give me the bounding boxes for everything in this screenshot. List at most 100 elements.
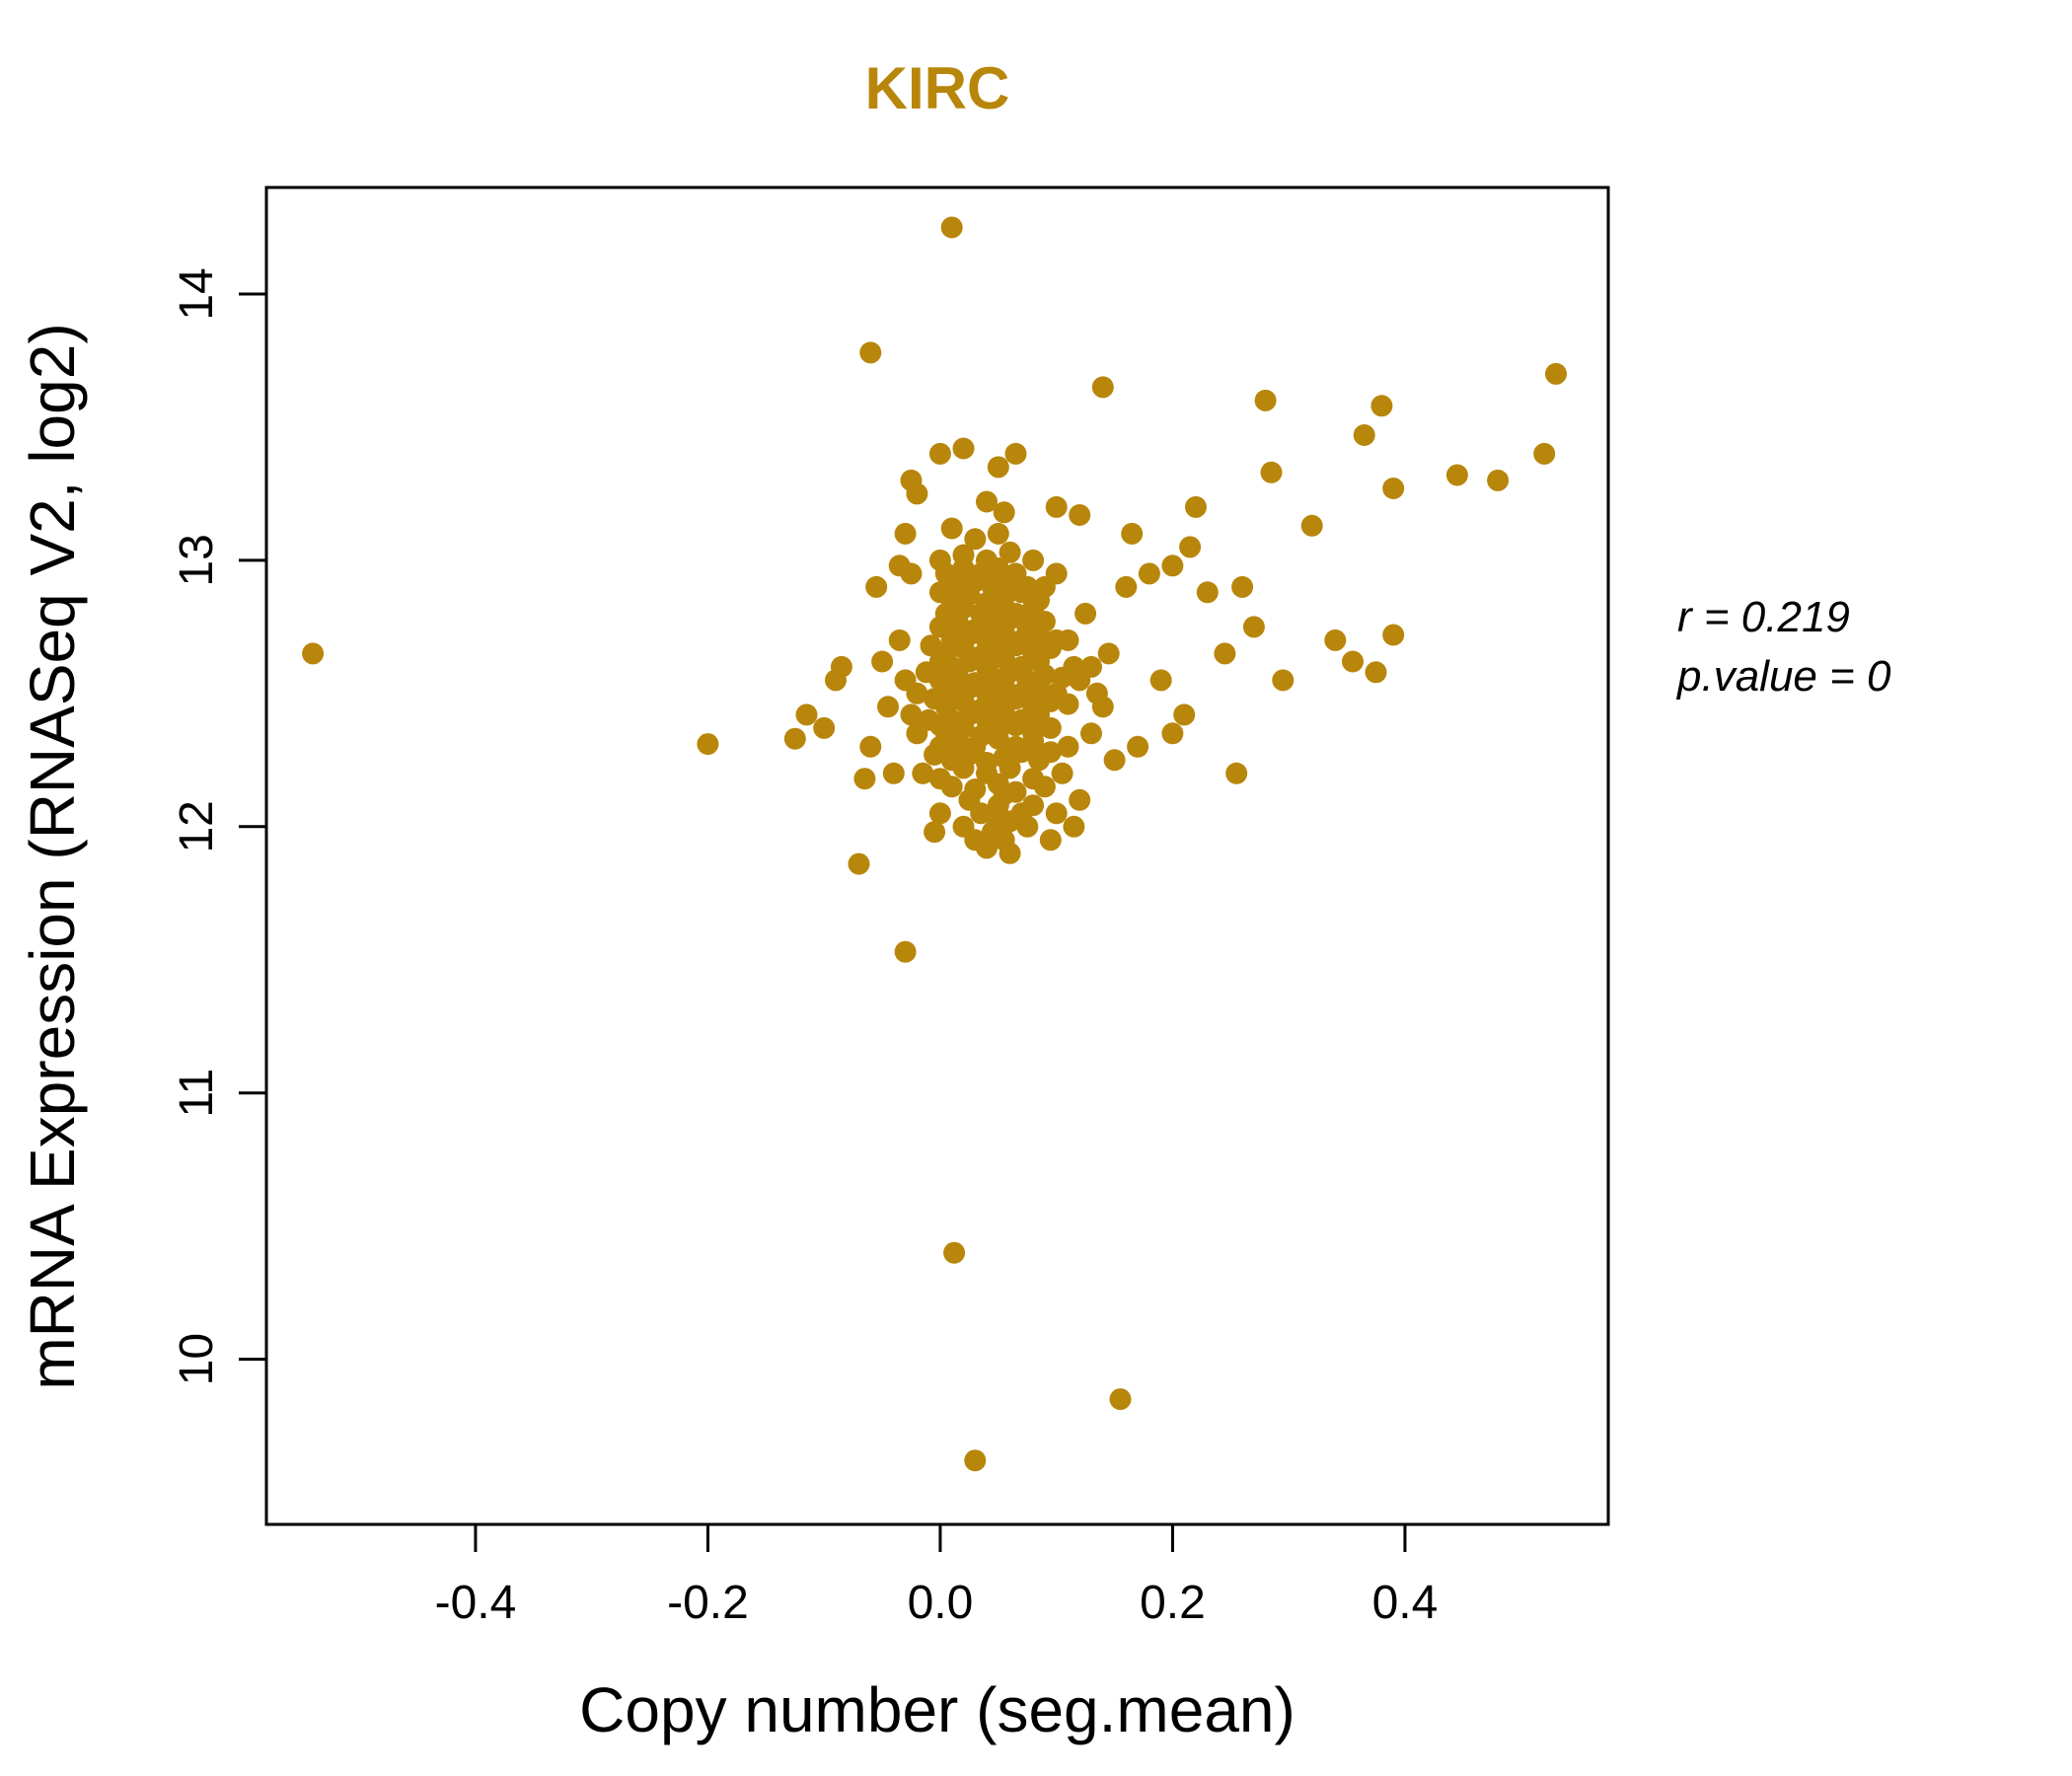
scatter-point xyxy=(894,522,917,545)
chart-title: KIRC xyxy=(865,55,1010,121)
scatter-point xyxy=(1231,575,1254,598)
scatter-point xyxy=(1057,735,1079,758)
scatter-point xyxy=(1121,522,1144,545)
scatter-point xyxy=(1039,829,1062,851)
scatter-point xyxy=(1353,424,1375,446)
y-axis-label: mRNA Expression (RNASeq V2, log2) xyxy=(17,323,88,1389)
scatter-point xyxy=(882,762,905,784)
scatter-point xyxy=(943,1241,966,1264)
scatter-point xyxy=(1069,504,1091,526)
scatter-point xyxy=(928,802,951,825)
scatter-point xyxy=(1085,682,1108,704)
scatter-point xyxy=(1033,776,1056,798)
x-tick-label: -0.2 xyxy=(667,1577,749,1629)
scatter-point xyxy=(1254,389,1277,411)
scatter-point xyxy=(813,716,836,739)
y-tick-label: 11 xyxy=(171,1069,223,1118)
scatter-point xyxy=(1051,762,1073,784)
scatter-point xyxy=(894,940,917,963)
scatter-point xyxy=(1004,602,1027,625)
scatter-point xyxy=(1004,735,1027,758)
scatter-point xyxy=(795,703,818,726)
scatter-point xyxy=(981,821,1003,844)
scatter-point xyxy=(928,768,951,790)
scatter-point xyxy=(976,549,998,571)
scatter-point xyxy=(1214,642,1236,665)
scatter-point xyxy=(1545,362,1567,385)
y-tick-label: 10 xyxy=(171,1333,223,1385)
scatter-point xyxy=(924,821,946,844)
scatter-point xyxy=(1115,575,1138,598)
scatter-point xyxy=(888,629,911,651)
scatter-point xyxy=(1069,788,1091,811)
scatter-point xyxy=(1365,661,1387,684)
scatter-point xyxy=(1103,749,1126,772)
scatter-point xyxy=(1370,395,1393,417)
scatter-point xyxy=(1161,555,1184,577)
scatter-point xyxy=(1074,602,1097,625)
scatter-point xyxy=(1097,642,1120,665)
scatter-point xyxy=(871,650,894,673)
x-axis-label: Copy number (seg.mean) xyxy=(579,1674,1295,1745)
scatter-point xyxy=(1533,442,1556,465)
scatter-point xyxy=(1487,469,1510,491)
scatter-point xyxy=(302,642,325,665)
scatter-point xyxy=(1225,762,1248,784)
scatter-point xyxy=(924,743,946,766)
scatter-point xyxy=(915,661,937,684)
scatter-point xyxy=(697,733,719,756)
y-axis: 10 11 12 13 14 xyxy=(171,267,266,1385)
scatter-point xyxy=(865,575,888,598)
scatter-point xyxy=(877,696,899,718)
scatter-point xyxy=(1445,464,1468,486)
scatter-point xyxy=(1179,536,1202,558)
scatter-point xyxy=(1045,629,1068,651)
scatter-point xyxy=(1004,442,1027,465)
scatter-point xyxy=(830,655,852,678)
scatter-point xyxy=(1149,669,1172,692)
scatter-point xyxy=(1173,703,1196,726)
x-tick-label: 0.4 xyxy=(1372,1577,1439,1629)
scatter-point xyxy=(848,852,870,875)
annotation-r-value: r = 0.219 xyxy=(1677,593,1850,641)
annotation-p-value: p.value = 0 xyxy=(1675,652,1891,701)
scatter-point xyxy=(853,768,876,790)
scatter-point xyxy=(1109,1388,1132,1411)
scatter-point xyxy=(987,456,1009,479)
x-axis: -0.4 -0.2 0.0 0.2 0.4 xyxy=(435,1524,1439,1629)
scatter-point xyxy=(1185,495,1207,518)
scatter-point xyxy=(964,1449,987,1472)
scatter-point xyxy=(1196,581,1219,604)
scatter-point xyxy=(1382,478,1405,499)
scatter-point xyxy=(859,735,882,758)
points-layer xyxy=(302,216,1567,1472)
scatter-point xyxy=(918,708,940,731)
scatter-point xyxy=(1138,562,1160,585)
scatter-point xyxy=(1080,722,1102,745)
scatter-point xyxy=(964,778,987,800)
scatter-point xyxy=(928,442,951,465)
scatter-point xyxy=(1342,650,1364,673)
scatter-point xyxy=(1272,669,1295,692)
scatter-point xyxy=(1091,376,1114,399)
y-tick-label: 13 xyxy=(171,534,223,586)
y-tick-label: 14 xyxy=(171,267,223,320)
scatter-point xyxy=(928,549,951,571)
scatter-point xyxy=(1039,741,1062,764)
scatter-point xyxy=(924,688,946,710)
scatter-point xyxy=(1022,794,1045,817)
scatter-point xyxy=(920,634,942,657)
scatter-point xyxy=(900,562,923,585)
scatter-point xyxy=(1063,815,1085,838)
scatter-point xyxy=(952,815,975,838)
scatter-point xyxy=(993,501,1015,524)
x-tick-label: -0.4 xyxy=(435,1577,517,1629)
scatter-point xyxy=(859,341,882,364)
scatter-point xyxy=(1242,616,1265,638)
plot-border xyxy=(264,185,1610,1526)
scatter-point xyxy=(1022,549,1045,571)
scatter-point xyxy=(1382,624,1405,646)
scatter-point xyxy=(1004,780,1027,803)
